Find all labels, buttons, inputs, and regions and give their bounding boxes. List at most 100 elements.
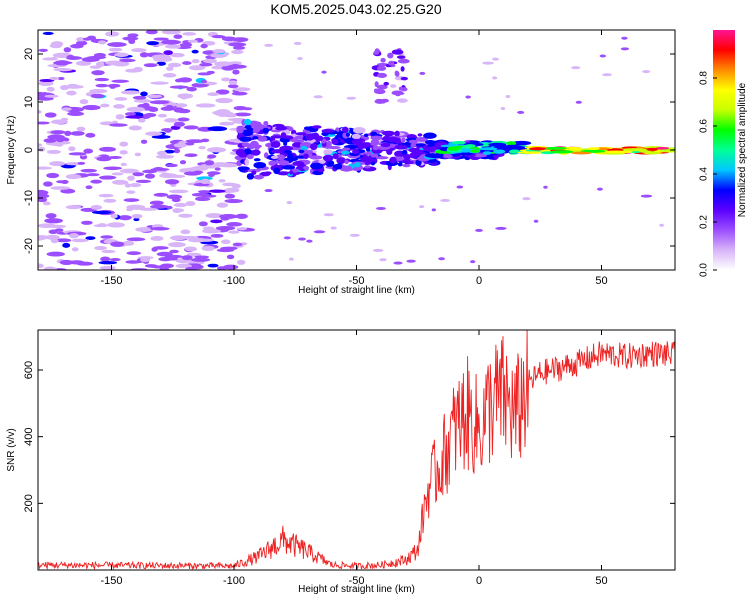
- heatmap-cell: [505, 95, 511, 99]
- heatmap-cell: [126, 204, 146, 210]
- heatmap-cell: [253, 161, 267, 169]
- heatmap-cell: [289, 170, 294, 175]
- heatmap-cell: [98, 261, 118, 265]
- heatmap-cell: [83, 148, 94, 154]
- heatmap-cell: [645, 151, 660, 155]
- heatmap-cell: [283, 150, 292, 154]
- heatmap-cell: [218, 179, 226, 183]
- heatmap-cell: [346, 96, 357, 100]
- heatmap-cell: [164, 44, 182, 49]
- heatmap-cell: [206, 147, 227, 153]
- heatmap-cell: [380, 142, 391, 148]
- heatmap-cell: [289, 257, 294, 261]
- heatmap-cell: [179, 42, 193, 47]
- heatmap-cell: [187, 39, 199, 43]
- heatmap-cell: [224, 113, 238, 118]
- heatmap-cell: [98, 193, 114, 198]
- heatmap-cell: [431, 208, 436, 212]
- heatmap-cell: [208, 189, 226, 193]
- heatmap-cell: [275, 126, 288, 131]
- heatmap-cell: [91, 70, 105, 76]
- heatmap-cell: [146, 41, 160, 46]
- heatmap-cell: [126, 251, 142, 256]
- heatmap-cell: [251, 170, 257, 175]
- heatmap-cell: [140, 139, 148, 144]
- heatmap-cell: [231, 49, 244, 55]
- heatmap-cell: [602, 73, 612, 77]
- heatmap-cell: [125, 115, 144, 119]
- line-x-tick-label: 0: [476, 575, 482, 587]
- heatmap-cell: [175, 103, 188, 108]
- heatmap-cell: [197, 238, 215, 242]
- heatmap-cell: [406, 259, 416, 263]
- heatmap-cell: [177, 117, 190, 122]
- heatmap-cell: [570, 151, 592, 155]
- heatmap-cell: [131, 213, 143, 219]
- heatmap-cell: [99, 175, 117, 180]
- heatmap-cell: [129, 182, 142, 188]
- heatmap-cell: [86, 35, 97, 41]
- heatmap-cell: [65, 205, 81, 210]
- heatmap-cell: [114, 52, 129, 58]
- heatmap-cell: [495, 149, 506, 154]
- heatmap-cell: [408, 139, 418, 144]
- heatmap-cell: [164, 179, 180, 185]
- heatmap-cell: [119, 141, 129, 147]
- heatmap-cell: [105, 31, 120, 37]
- heatmap-cell: [55, 238, 72, 243]
- heatmap-cell: [197, 72, 212, 76]
- heatmap-cell: [365, 151, 372, 156]
- heatmap-cell: [38, 223, 56, 229]
- heatmap-cell: [246, 127, 254, 132]
- heatmap-cell: [133, 217, 140, 222]
- heatmap-cell: [283, 236, 291, 240]
- heatmap-cell: [354, 138, 359, 143]
- heatmap-cell: [571, 66, 581, 70]
- heatmap-cell: [177, 93, 194, 99]
- heatmap-cell: [46, 172, 60, 179]
- heatmap-cell: [212, 49, 226, 54]
- heatmap-cell: [185, 266, 197, 270]
- heatmap-cell: [216, 202, 229, 208]
- heatmap-cell: [495, 226, 507, 230]
- heatmap-cell: [46, 149, 61, 154]
- heatmap-cell: [205, 213, 223, 219]
- heatmap-cell: [49, 76, 59, 81]
- heatmap-cell: [119, 150, 128, 155]
- heatmap-cell: [166, 205, 173, 210]
- heatmap-cell: [190, 257, 211, 262]
- heatmap-cell: [232, 242, 243, 247]
- heatmap-cell: [68, 146, 76, 152]
- heatmap-cell: [321, 70, 327, 74]
- heatmap-cell: [77, 161, 86, 165]
- heatmap-cell: [49, 161, 66, 167]
- heatmap-cell: [475, 228, 483, 232]
- heatmap-cell: [220, 246, 238, 251]
- heatmap-cell: [207, 92, 220, 96]
- colorbar-tick-label: 0.0: [699, 263, 710, 277]
- heatmap-cell: [502, 148, 512, 152]
- heatmap-cell: [173, 107, 185, 113]
- heatmap-cell: [233, 87, 251, 92]
- heatmap-cell: [375, 156, 389, 160]
- heatmap-cell: [244, 158, 250, 166]
- heatmap-cell: [221, 77, 231, 82]
- heatmap-cell: [231, 37, 249, 43]
- line-x-tick-label: -50: [349, 575, 365, 587]
- heatmap-cell: [271, 149, 285, 154]
- heatmap-cell: [142, 169, 157, 174]
- heatmap-cell: [109, 123, 128, 127]
- heatmap-cell: [173, 148, 181, 154]
- heatmap-cell: [66, 83, 80, 89]
- heatmap-cell: [164, 118, 179, 123]
- heatmap-cell: [149, 100, 170, 105]
- heatmap-cell: [93, 224, 108, 228]
- heatmap-cell: [376, 65, 387, 71]
- heatmap-cell: [620, 150, 633, 154]
- heatmap-cell: [396, 55, 406, 59]
- heatmap-cell: [342, 147, 351, 151]
- heatmap-cell: [61, 107, 72, 111]
- heatmap-cell: [374, 89, 386, 95]
- heatmap-cell: [61, 117, 69, 122]
- heatmap-cell: [38, 91, 45, 97]
